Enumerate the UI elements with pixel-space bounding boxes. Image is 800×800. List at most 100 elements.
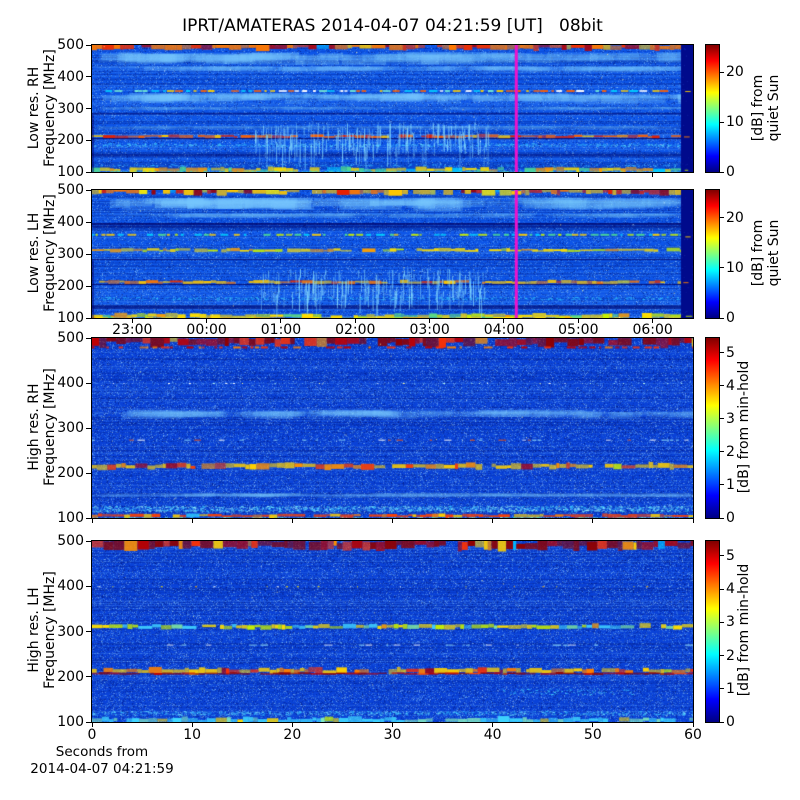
colorbar-label-low-lh: [dB] from quiet Sun [750,220,782,287]
hour-tick [429,173,431,177]
colorbar-tick [720,71,724,73]
freq-tick-label: 500 [57,37,84,53]
freq-tick-label: 200 [57,278,84,294]
seconds-tick-label: 0 [87,727,97,743]
colorbar-tick-label: 1 [726,680,735,697]
colorbar-tick-label: 1 [726,476,735,493]
colorbar-tick-label: 20 [726,64,744,81]
freq-tick [86,76,91,78]
freq-tick-label: 300 [57,100,84,117]
hour-tick [280,173,282,177]
hour-tick [131,173,133,177]
colorbar-tick-label: 0 [726,714,735,730]
freq-tick [86,44,91,46]
freq-tick [86,721,91,723]
hour-tick [577,173,579,177]
freq-tick-label: 500 [57,182,84,198]
colorbar-tick-label: 4 [726,377,735,394]
colorbar-label-line: quiet Sun [766,74,782,142]
colorbar-tick [720,655,724,657]
seconds-tick [191,723,193,727]
spectrogram-panel-high-rh [91,337,694,519]
seconds-tick [492,723,494,727]
freq-tick-label: 400 [57,68,84,85]
freq-tick-label: 300 [57,623,84,640]
hour-tick [206,319,208,323]
colorbar-tick [720,121,724,123]
colorbar-tick-label: 3 [726,410,735,427]
freq-tick-label: 200 [57,132,84,149]
seconds-tick [91,723,93,727]
colorbar-tick [720,317,724,319]
freq-tick [86,585,91,587]
freq-tick [86,221,91,223]
colorbar-tick [720,555,724,557]
colorbar-tick-label: 4 [726,581,735,598]
spectrogram-canvas-low-lh [92,190,693,318]
seconds-tick [592,519,594,523]
freq-tick [86,631,91,632]
colorbar-label-high-rh: [dB] from min-hold [736,361,752,494]
spectrogram-canvas-low-rh [92,45,693,172]
seconds-tick [392,519,393,523]
freq-tick [86,139,91,141]
hour-tick-label: 06:00 [632,322,673,338]
x-axis-label-line: 2014-04-07 04:21:59 [30,761,174,777]
seconds-tick-label: 60 [684,727,702,743]
freq-tick-label: 100 [57,310,84,326]
colorbar-canvas-high-rh [706,338,719,518]
colorbar-label-low-rh: [dB] from quiet Sun [750,75,782,142]
x-axis-label-line: Seconds from [55,744,149,760]
colorbar-canvas-high-lh [706,541,719,722]
colorbar-tick-label: 10 [726,259,744,276]
seconds-tick-label: 10 [183,727,202,743]
colorbar-tick [720,352,724,354]
figure-title: IPRT/AMATERAS 2014-04-07 04:21:59 [UT] 0… [182,16,603,36]
freq-tick-label: 100 [57,164,84,180]
colorbar-label-line: [dB] from [750,74,766,142]
freq-tick-label: 100 [57,510,84,526]
colorbar-tick-label: 5 [726,344,735,361]
seconds-tick [291,723,293,727]
spectrogram-canvas-high-rh [92,338,693,518]
seconds-tick-label: 20 [283,727,302,743]
colorbar-tick [720,721,724,723]
freq-tick [86,285,91,287]
freq-tick [86,472,91,474]
colorbar-low-rh [705,44,720,173]
colorbar-tick [720,217,724,219]
hour-tick-label: 01:00 [260,322,302,338]
x-axis-label: Seconds from 2014-04-07 04:21:59 [20,744,184,778]
hour-tick [131,319,133,323]
hour-tick-label: 23:00 [112,322,153,338]
hour-tick [354,173,356,177]
freq-tick [86,253,91,255]
freq-tick-label: 400 [57,578,84,595]
seconds-tick-label: 30 [383,727,402,743]
seconds-tick-label: 40 [483,727,502,743]
spectrogram-canvas-high-lh [92,541,693,722]
hour-tick [206,173,208,177]
hour-tick [503,319,505,323]
colorbar-label-line: [dB] from min-hold [736,360,752,494]
colorbar-tick-label: 5 [726,547,735,564]
colorbar-tick [720,621,724,623]
colorbar-tick [720,588,724,590]
freq-tick [86,317,91,319]
hour-tick-label: 02:00 [335,322,376,338]
colorbar-tick-label: 2 [726,647,735,664]
hour-tick [652,319,654,323]
freq-tick [86,517,91,519]
seconds-tick-label: 50 [583,727,602,743]
spectrogram-panel-low-lh [91,189,694,319]
seconds-tick [592,723,594,727]
colorbar-tick [720,517,724,519]
hour-tick [280,319,282,323]
freq-tick [86,676,91,678]
freq-tick-label: 300 [57,246,84,262]
spectrogram-panel-high-lh [91,540,694,723]
seconds-tick [392,723,393,727]
freq-tick-label: 300 [57,420,84,436]
freq-tick-label: 100 [57,714,84,730]
freq-tick [86,337,91,339]
